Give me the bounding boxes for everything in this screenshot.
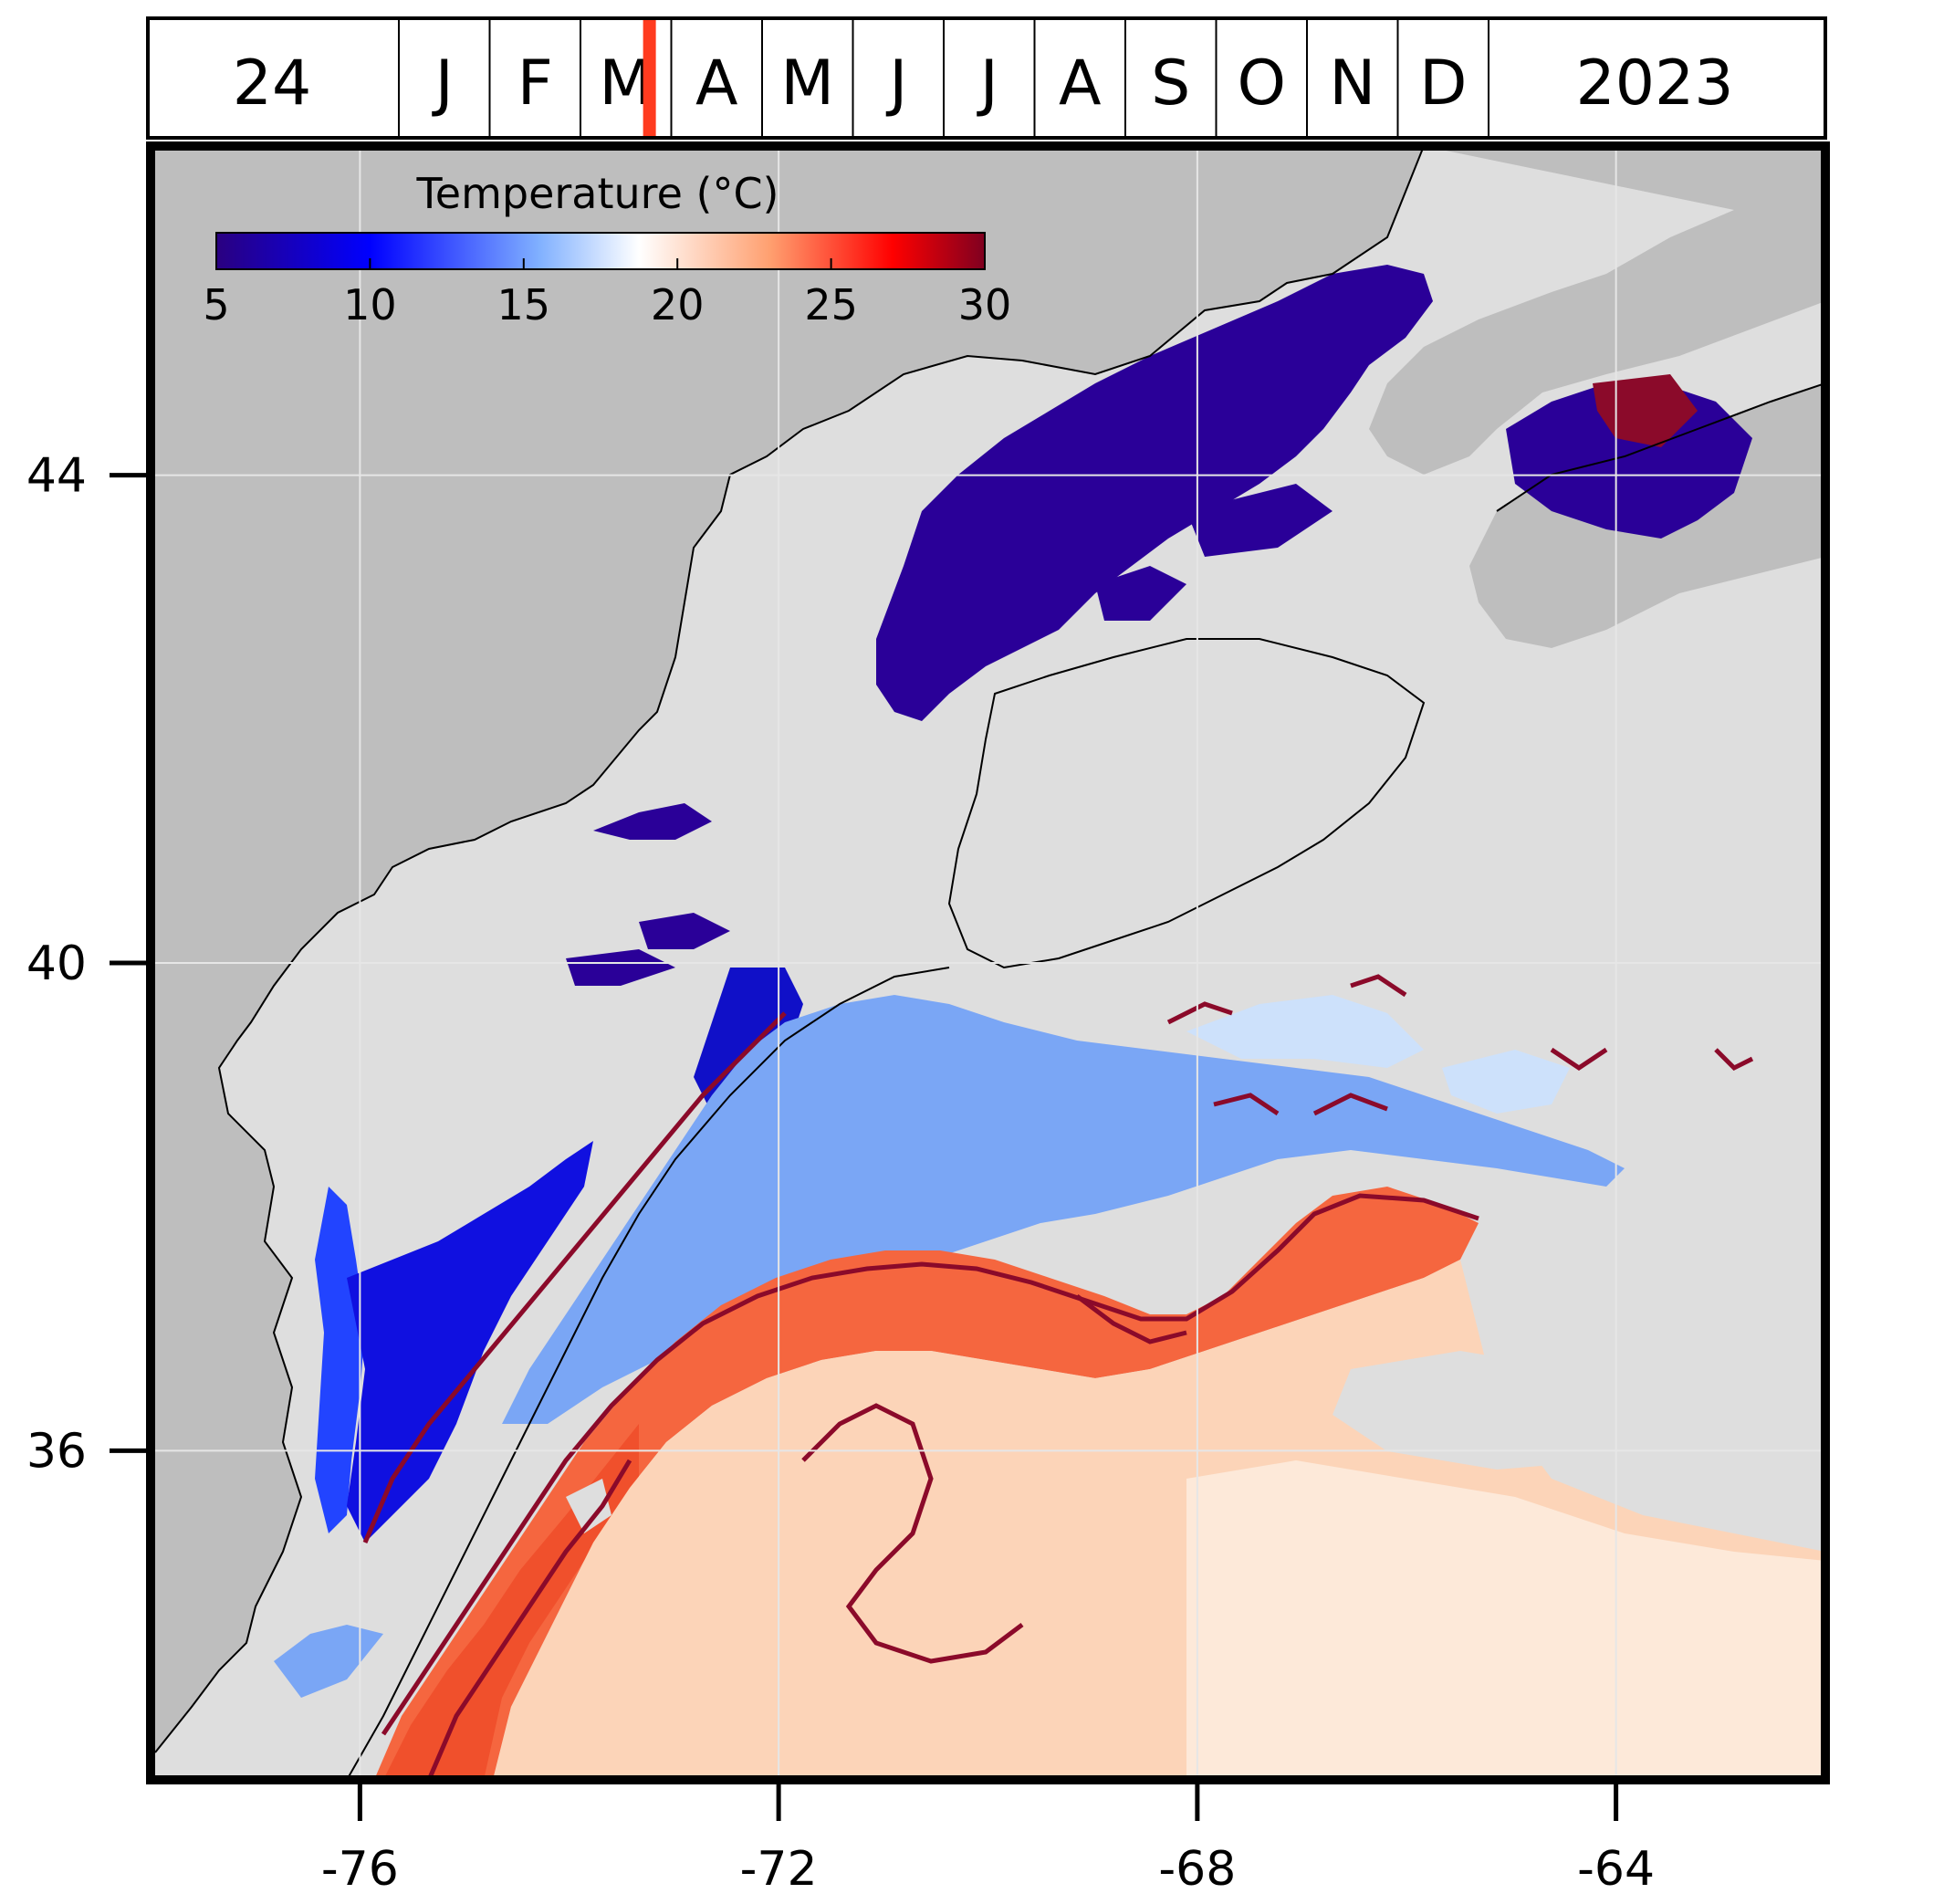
- land-mainland: [151, 146, 1424, 1780]
- coastline-maritimes: [1496, 382, 1825, 512]
- offshore-warm-light: [1186, 1460, 1825, 1780]
- timeline-month-label: N: [1329, 47, 1375, 120]
- map-gridlines: [151, 146, 1825, 1780]
- timeline-day: 24: [233, 47, 312, 120]
- colorbar-title: Temperature (°C): [415, 169, 779, 218]
- coastlines: [154, 146, 1825, 1780]
- longitude-axis: -76 -72 -68 -64: [321, 1780, 1655, 1897]
- contour-warm-meander: [801, 1403, 1024, 1664]
- slope-water-pale: [1186, 995, 1570, 1114]
- contour-gulf-stream-core: [426, 1459, 632, 1780]
- contour-offshore-eddies: [1166, 974, 1754, 1116]
- map-area: [151, 146, 1825, 1780]
- colorbar-gradient: [215, 232, 986, 270]
- lon-tick-label: -76: [321, 1842, 399, 1897]
- lon-tick-label: -68: [1158, 1842, 1236, 1897]
- timeline-date-marker: [643, 20, 656, 136]
- coastline-mainland: [154, 146, 1425, 1753]
- timeline-month-label: A: [1059, 47, 1102, 120]
- bay-of-fundy-cold: [1506, 383, 1752, 539]
- timeline-month-label: F: [517, 47, 553, 120]
- slope-water-blue: [502, 995, 1625, 1424]
- temperature-contours: [362, 974, 1754, 1780]
- contour-shelf-break: [362, 1011, 787, 1543]
- lat-tick-label: 44: [26, 449, 87, 504]
- timeline-month-label: M: [780, 47, 834, 120]
- timeline-month-label: J: [432, 47, 454, 120]
- timeline-month-label: S: [1151, 47, 1190, 120]
- colorbar-tick-label: 10: [343, 280, 397, 330]
- colorbar-tick-label: 5: [203, 280, 229, 330]
- shelf-edge-line: [346, 967, 950, 1780]
- mid-atlantic-coastal-cold: [347, 1141, 593, 1543]
- colorbar-tick-label: 30: [958, 280, 1012, 330]
- lat-tick-label: 36: [26, 1424, 87, 1479]
- timeline-dividers: [398, 18, 1489, 138]
- land-maritimes: [1369, 146, 1825, 475]
- contour-gulf-stream-north-wall: [381, 1193, 1479, 1736]
- georges-bank-outline: [947, 638, 1426, 969]
- missing-data-holes: [566, 1260, 1825, 1533]
- lon-tick-label: -64: [1577, 1842, 1655, 1897]
- colorbar-tick-label: 25: [804, 280, 858, 330]
- colorbar-tick-label: 15: [497, 280, 551, 330]
- colorbar: Temperature (°C) 5 10 15 20 25 30: [203, 169, 1011, 330]
- timeline-month-label: J: [885, 47, 907, 120]
- contour-slope-front: [1075, 1294, 1187, 1344]
- timeline-frame: [146, 16, 1827, 140]
- chesapeake-inshore-blue: [274, 1625, 383, 1698]
- gulf-stream-warm-core: [374, 1187, 1479, 1780]
- timeline-month-label: O: [1237, 47, 1286, 120]
- lat-tick-label: 40: [26, 936, 87, 991]
- colorbar-tick-label: 20: [651, 280, 705, 330]
- colorbar-ticks: 5 10 15 20 25 30: [203, 258, 1011, 330]
- lon-tick-label: -72: [740, 1842, 818, 1897]
- timeline-month-label: A: [695, 47, 738, 120]
- delaware-bay: [406, 1022, 452, 1123]
- timeline-month-label: D: [1419, 47, 1467, 120]
- latitude-axis: 44 40 36: [26, 449, 151, 1479]
- chesapeake-bay: [315, 1187, 365, 1533]
- timeline-month-label: J: [977, 47, 998, 120]
- timeline-year: 2023: [1575, 47, 1733, 120]
- bay-of-fundy-warm-patch: [1593, 374, 1698, 447]
- nearshore-cold-patches: [566, 484, 1333, 986]
- gulf-of-maine-cold: [876, 265, 1433, 721]
